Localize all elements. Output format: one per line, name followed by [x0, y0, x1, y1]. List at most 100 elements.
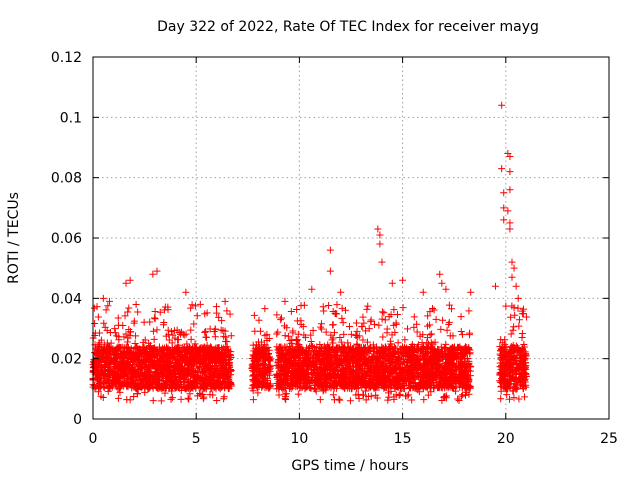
data-point [413, 320, 421, 328]
data-point [282, 390, 290, 398]
data-point [299, 362, 307, 370]
data-point [313, 365, 321, 373]
data-point [220, 357, 228, 365]
data-point [160, 346, 168, 354]
data-point [156, 308, 164, 316]
data-point [330, 396, 338, 404]
data-point [211, 333, 219, 341]
data-point [307, 338, 315, 346]
y-axis-label: ROTI / TECUs [6, 192, 22, 284]
data-point [461, 370, 469, 378]
data-point [301, 358, 309, 366]
data-point [322, 328, 330, 336]
data-point [516, 370, 524, 378]
data-point [335, 395, 343, 403]
data-point [398, 372, 406, 380]
data-point [355, 332, 363, 340]
data-point [325, 356, 333, 364]
data-point [199, 395, 207, 403]
data-point [101, 364, 109, 372]
data-point [419, 331, 427, 339]
data-point [359, 391, 367, 399]
data-point [326, 357, 334, 365]
data-point [446, 347, 454, 355]
x-tick-label: 15 [394, 431, 412, 447]
data-point [253, 361, 261, 369]
data-point [362, 396, 370, 404]
data-point [147, 379, 155, 387]
data-point [329, 391, 337, 399]
data-point [256, 327, 264, 335]
data-point [423, 382, 431, 390]
data-point [167, 328, 175, 336]
data-point [410, 313, 418, 321]
data-point [363, 338, 371, 346]
data-point [381, 383, 389, 391]
data-point [175, 347, 183, 355]
data-point [218, 317, 226, 325]
data-point [367, 347, 375, 355]
data-point [216, 385, 224, 393]
data-point [491, 282, 499, 290]
data-point [337, 352, 345, 360]
data-point [330, 378, 338, 386]
data-point [259, 382, 267, 390]
x-tick-label: 20 [497, 431, 515, 447]
data-point [337, 288, 345, 296]
data-point [506, 153, 514, 161]
data-point [132, 359, 140, 367]
data-point [510, 394, 518, 402]
data-point [205, 349, 213, 357]
data-point [293, 305, 301, 313]
data-point [388, 279, 396, 287]
data-point [278, 314, 286, 322]
data-point [440, 393, 448, 401]
data-point [265, 382, 273, 390]
data-point [396, 384, 404, 392]
data-point [341, 358, 349, 366]
data-point [106, 297, 114, 305]
data-point [381, 367, 389, 375]
data-point [396, 390, 404, 398]
data-point [500, 189, 508, 197]
data-point [150, 372, 158, 380]
data-point [131, 339, 139, 347]
data-point [188, 367, 196, 375]
data-point [458, 331, 466, 339]
data-point [318, 325, 326, 333]
data-point [381, 316, 389, 324]
data-point [340, 330, 348, 338]
data-point [442, 285, 450, 293]
data-point [111, 325, 119, 333]
data-point [309, 378, 317, 386]
data-point [187, 335, 195, 343]
data-point [189, 361, 197, 369]
data-point [465, 390, 473, 398]
data-point [121, 312, 129, 320]
data-point [404, 357, 412, 365]
data-point [329, 321, 337, 329]
data-point [464, 383, 472, 391]
data-point [339, 366, 347, 374]
data-point [122, 279, 130, 287]
data-point [183, 362, 191, 370]
data-point [330, 329, 338, 337]
data-point [295, 359, 303, 367]
data-point [362, 387, 370, 395]
data-point [221, 297, 229, 305]
data-point [387, 387, 395, 395]
data-point [310, 354, 318, 362]
data-point [424, 322, 432, 330]
data-point [295, 372, 303, 380]
y-tick-label: 0.02 [51, 352, 82, 368]
data-point [445, 318, 453, 326]
data-point [282, 373, 290, 381]
data-point [464, 375, 472, 383]
data-point [155, 358, 163, 366]
data-point [514, 304, 522, 312]
data-point [449, 373, 457, 381]
data-point [163, 359, 171, 367]
data-point [427, 381, 435, 389]
data-point [390, 349, 398, 357]
data-point [133, 389, 141, 397]
